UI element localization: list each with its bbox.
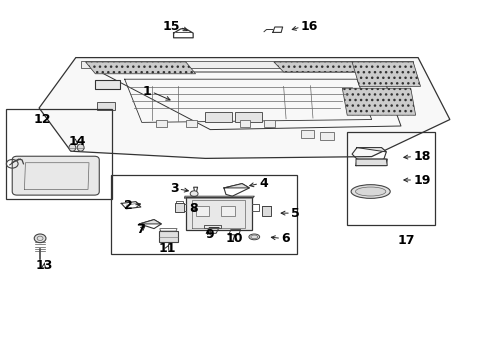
Bar: [6, 109, 112, 199]
Bar: [300, 130, 314, 138]
Bar: [111, 175, 297, 254]
Text: 16: 16: [300, 21, 318, 33]
Polygon shape: [39, 58, 449, 158]
Text: 17: 17: [396, 234, 414, 247]
Text: 6: 6: [281, 232, 289, 245]
Ellipse shape: [355, 187, 385, 196]
Polygon shape: [273, 62, 361, 72]
Text: 18: 18: [412, 150, 430, 163]
Text: 3: 3: [169, 183, 178, 195]
Bar: [239, 120, 250, 127]
Bar: [234, 112, 261, 122]
Bar: [221, 206, 234, 216]
Polygon shape: [342, 88, 415, 115]
Bar: [156, 120, 167, 127]
Ellipse shape: [350, 185, 389, 198]
Bar: [95, 80, 120, 89]
Text: 8: 8: [189, 202, 198, 215]
Circle shape: [190, 191, 198, 197]
Text: 14: 14: [68, 135, 86, 148]
Ellipse shape: [248, 234, 259, 240]
Ellipse shape: [69, 144, 76, 151]
Bar: [97, 102, 115, 110]
Polygon shape: [139, 220, 161, 224]
Bar: [185, 120, 196, 127]
Polygon shape: [355, 159, 386, 166]
Text: 10: 10: [225, 232, 243, 245]
Text: 5: 5: [290, 207, 299, 220]
Bar: [346, 132, 434, 225]
Text: 19: 19: [412, 174, 430, 186]
Bar: [205, 112, 232, 122]
Polygon shape: [224, 184, 249, 188]
Polygon shape: [356, 148, 386, 152]
FancyBboxPatch shape: [12, 156, 99, 195]
Polygon shape: [351, 62, 420, 86]
Circle shape: [34, 234, 46, 243]
Text: 4: 4: [259, 177, 267, 190]
Text: 12: 12: [33, 113, 51, 126]
Text: 2: 2: [124, 199, 133, 212]
Polygon shape: [85, 62, 195, 74]
Text: 15: 15: [162, 21, 180, 33]
Bar: [261, 206, 271, 216]
Bar: [320, 132, 333, 140]
Text: 11: 11: [158, 242, 176, 255]
Polygon shape: [81, 61, 412, 68]
Bar: [195, 206, 209, 216]
Ellipse shape: [77, 144, 84, 151]
Text: 13: 13: [35, 259, 53, 272]
Text: 7: 7: [136, 223, 145, 236]
Bar: [174, 203, 184, 212]
Bar: [185, 197, 251, 230]
Text: 9: 9: [204, 228, 213, 241]
Bar: [159, 231, 177, 242]
Text: 1: 1: [142, 85, 151, 98]
Bar: [264, 120, 274, 127]
